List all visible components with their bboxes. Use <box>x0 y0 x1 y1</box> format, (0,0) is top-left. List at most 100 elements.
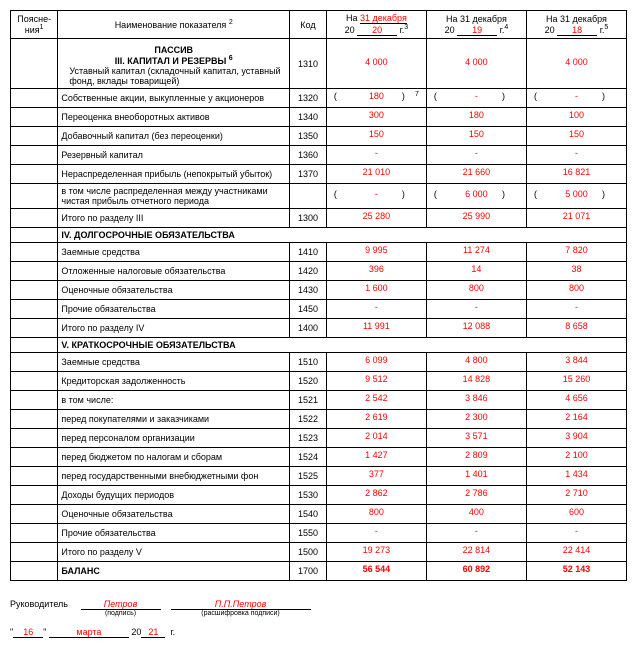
value-cell: 300 <box>326 108 426 127</box>
leader-label: Руководитель <box>10 599 68 609</box>
notes-cell <box>11 108 58 127</box>
code-cell: 1350 <box>290 127 327 146</box>
row-name: Собственные акции, выкупленные у акционе… <box>58 89 290 108</box>
value-cell: 14 <box>426 262 526 281</box>
code-cell: 1450 <box>290 300 327 319</box>
table-row: Заемные средства14109 99511 2747 820 <box>11 243 627 262</box>
value-cell: 1 427 <box>326 448 426 467</box>
notes-cell <box>11 524 58 543</box>
value-cell: - <box>426 146 526 165</box>
signature-block: Руководитель Петров (подпись) П.П.Петров… <box>10 599 627 638</box>
notes-cell <box>11 39 58 89</box>
value-cell: (180)7 <box>326 89 426 108</box>
value-cell: 396 <box>326 262 426 281</box>
value-cell: 4 000 <box>526 39 626 89</box>
notes-cell <box>11 146 58 165</box>
notes-cell <box>11 262 58 281</box>
row-name: Итого по разделу III <box>58 209 290 228</box>
row-name: Итого по разделу IV <box>58 319 290 338</box>
date-line: "16" марта 2021 г. <box>10 627 175 637</box>
value-cell: 180 <box>426 108 526 127</box>
row-name: перед покупателями и заказчиками <box>58 410 290 429</box>
value-cell: (-) <box>326 184 426 209</box>
row-name: Оценочные обязательства <box>58 505 290 524</box>
value-cell: 100 <box>526 108 626 127</box>
notes-cell <box>11 243 58 262</box>
value-cell: 150 <box>326 127 426 146</box>
balance-table: Поясне- ния1 Наименование показателя 2 К… <box>10 10 627 581</box>
value-cell: 7 820 <box>526 243 626 262</box>
value-cell: (6 000) <box>426 184 526 209</box>
value-cell: - <box>526 146 626 165</box>
value-cell: 2 014 <box>326 429 426 448</box>
table-row: Доходы будущих периодов15302 8622 7862 7… <box>11 486 627 505</box>
row-name: Оценочные обязательства <box>58 281 290 300</box>
code-cell: 1500 <box>290 543 327 562</box>
value-cell: 11 274 <box>426 243 526 262</box>
value-cell: 4 800 <box>426 353 526 372</box>
code-cell: 1523 <box>290 429 327 448</box>
notes-cell <box>11 228 58 243</box>
value-cell: 22 814 <box>426 543 526 562</box>
value-cell: (5 000) <box>526 184 626 209</box>
table-row: Итого по разделу III130025 28025 99021 0… <box>11 209 627 228</box>
value-cell: 4 656 <box>526 391 626 410</box>
value-cell: 2 862 <box>326 486 426 505</box>
value-cell: - <box>426 524 526 543</box>
hdr-col1: На 31 декабря 20 20 г.3 <box>326 11 426 39</box>
notes-cell <box>11 353 58 372</box>
code-cell: 1525 <box>290 467 327 486</box>
code-cell: 1300 <box>290 209 327 228</box>
row-name: Заемные средства <box>58 353 290 372</box>
value-cell: 4 000 <box>426 39 526 89</box>
value-cell: - <box>326 146 426 165</box>
code-cell: 1400 <box>290 319 327 338</box>
value-cell: 377 <box>326 467 426 486</box>
code-cell: 1550 <box>290 524 327 543</box>
row-name: Кредиторская задолженность <box>58 372 290 391</box>
notes-cell <box>11 410 58 429</box>
code-cell: 1522 <box>290 410 327 429</box>
value-cell: - <box>326 300 426 319</box>
notes-cell <box>11 543 58 562</box>
value-cell: 38 <box>526 262 626 281</box>
row-name: Отложенные налоговые обязательства <box>58 262 290 281</box>
row-name: Прочие обязательства <box>58 300 290 319</box>
value-cell: 2 809 <box>426 448 526 467</box>
decode-sub: (расшифровка подписи) <box>171 610 311 617</box>
row-name: Резервный капитал <box>58 146 290 165</box>
row-name: Заемные средства <box>58 243 290 262</box>
signature-sub: (подпись) <box>81 610 161 617</box>
value-cell: 2 710 <box>526 486 626 505</box>
table-row: Заемные средства15106 0994 8003 844 <box>11 353 627 372</box>
code-cell: 1510 <box>290 353 327 372</box>
code-cell: 1430 <box>290 281 327 300</box>
table-row: Нераспределенная прибыль (непокрытый убы… <box>11 165 627 184</box>
value-cell: 1 401 <box>426 467 526 486</box>
value-cell: - <box>526 524 626 543</box>
table-row: Кредиторская задолженность15209 51214 82… <box>11 372 627 391</box>
table-row: в том числе:15212 5423 8464 656 <box>11 391 627 410</box>
value-cell: 2 164 <box>526 410 626 429</box>
value-cell: 52 143 <box>526 562 626 581</box>
signature: Петров <box>81 599 161 610</box>
code-cell: 1310 <box>290 39 327 89</box>
row-name: в том числе распределенная между участни… <box>58 184 290 209</box>
row-name: Прочие обязательства <box>58 524 290 543</box>
notes-cell <box>11 184 58 209</box>
value-cell: 12 088 <box>426 319 526 338</box>
code-cell: 1410 <box>290 243 327 262</box>
value-cell: 800 <box>426 281 526 300</box>
table-row: Итого по разделу IV140011 99112 0888 658 <box>11 319 627 338</box>
notes-cell <box>11 467 58 486</box>
code-cell: 1370 <box>290 165 327 184</box>
value-cell: 60 892 <box>426 562 526 581</box>
value-cell: - <box>526 300 626 319</box>
value-cell: 9 995 <box>326 243 426 262</box>
notes-cell <box>11 165 58 184</box>
row-name: перед персоналом организации <box>58 429 290 448</box>
code-cell: 1530 <box>290 486 327 505</box>
table-row: в том числе распределенная между участни… <box>11 184 627 209</box>
value-cell: 22 414 <box>526 543 626 562</box>
row-name: Переоценка внеоборотных активов <box>58 108 290 127</box>
